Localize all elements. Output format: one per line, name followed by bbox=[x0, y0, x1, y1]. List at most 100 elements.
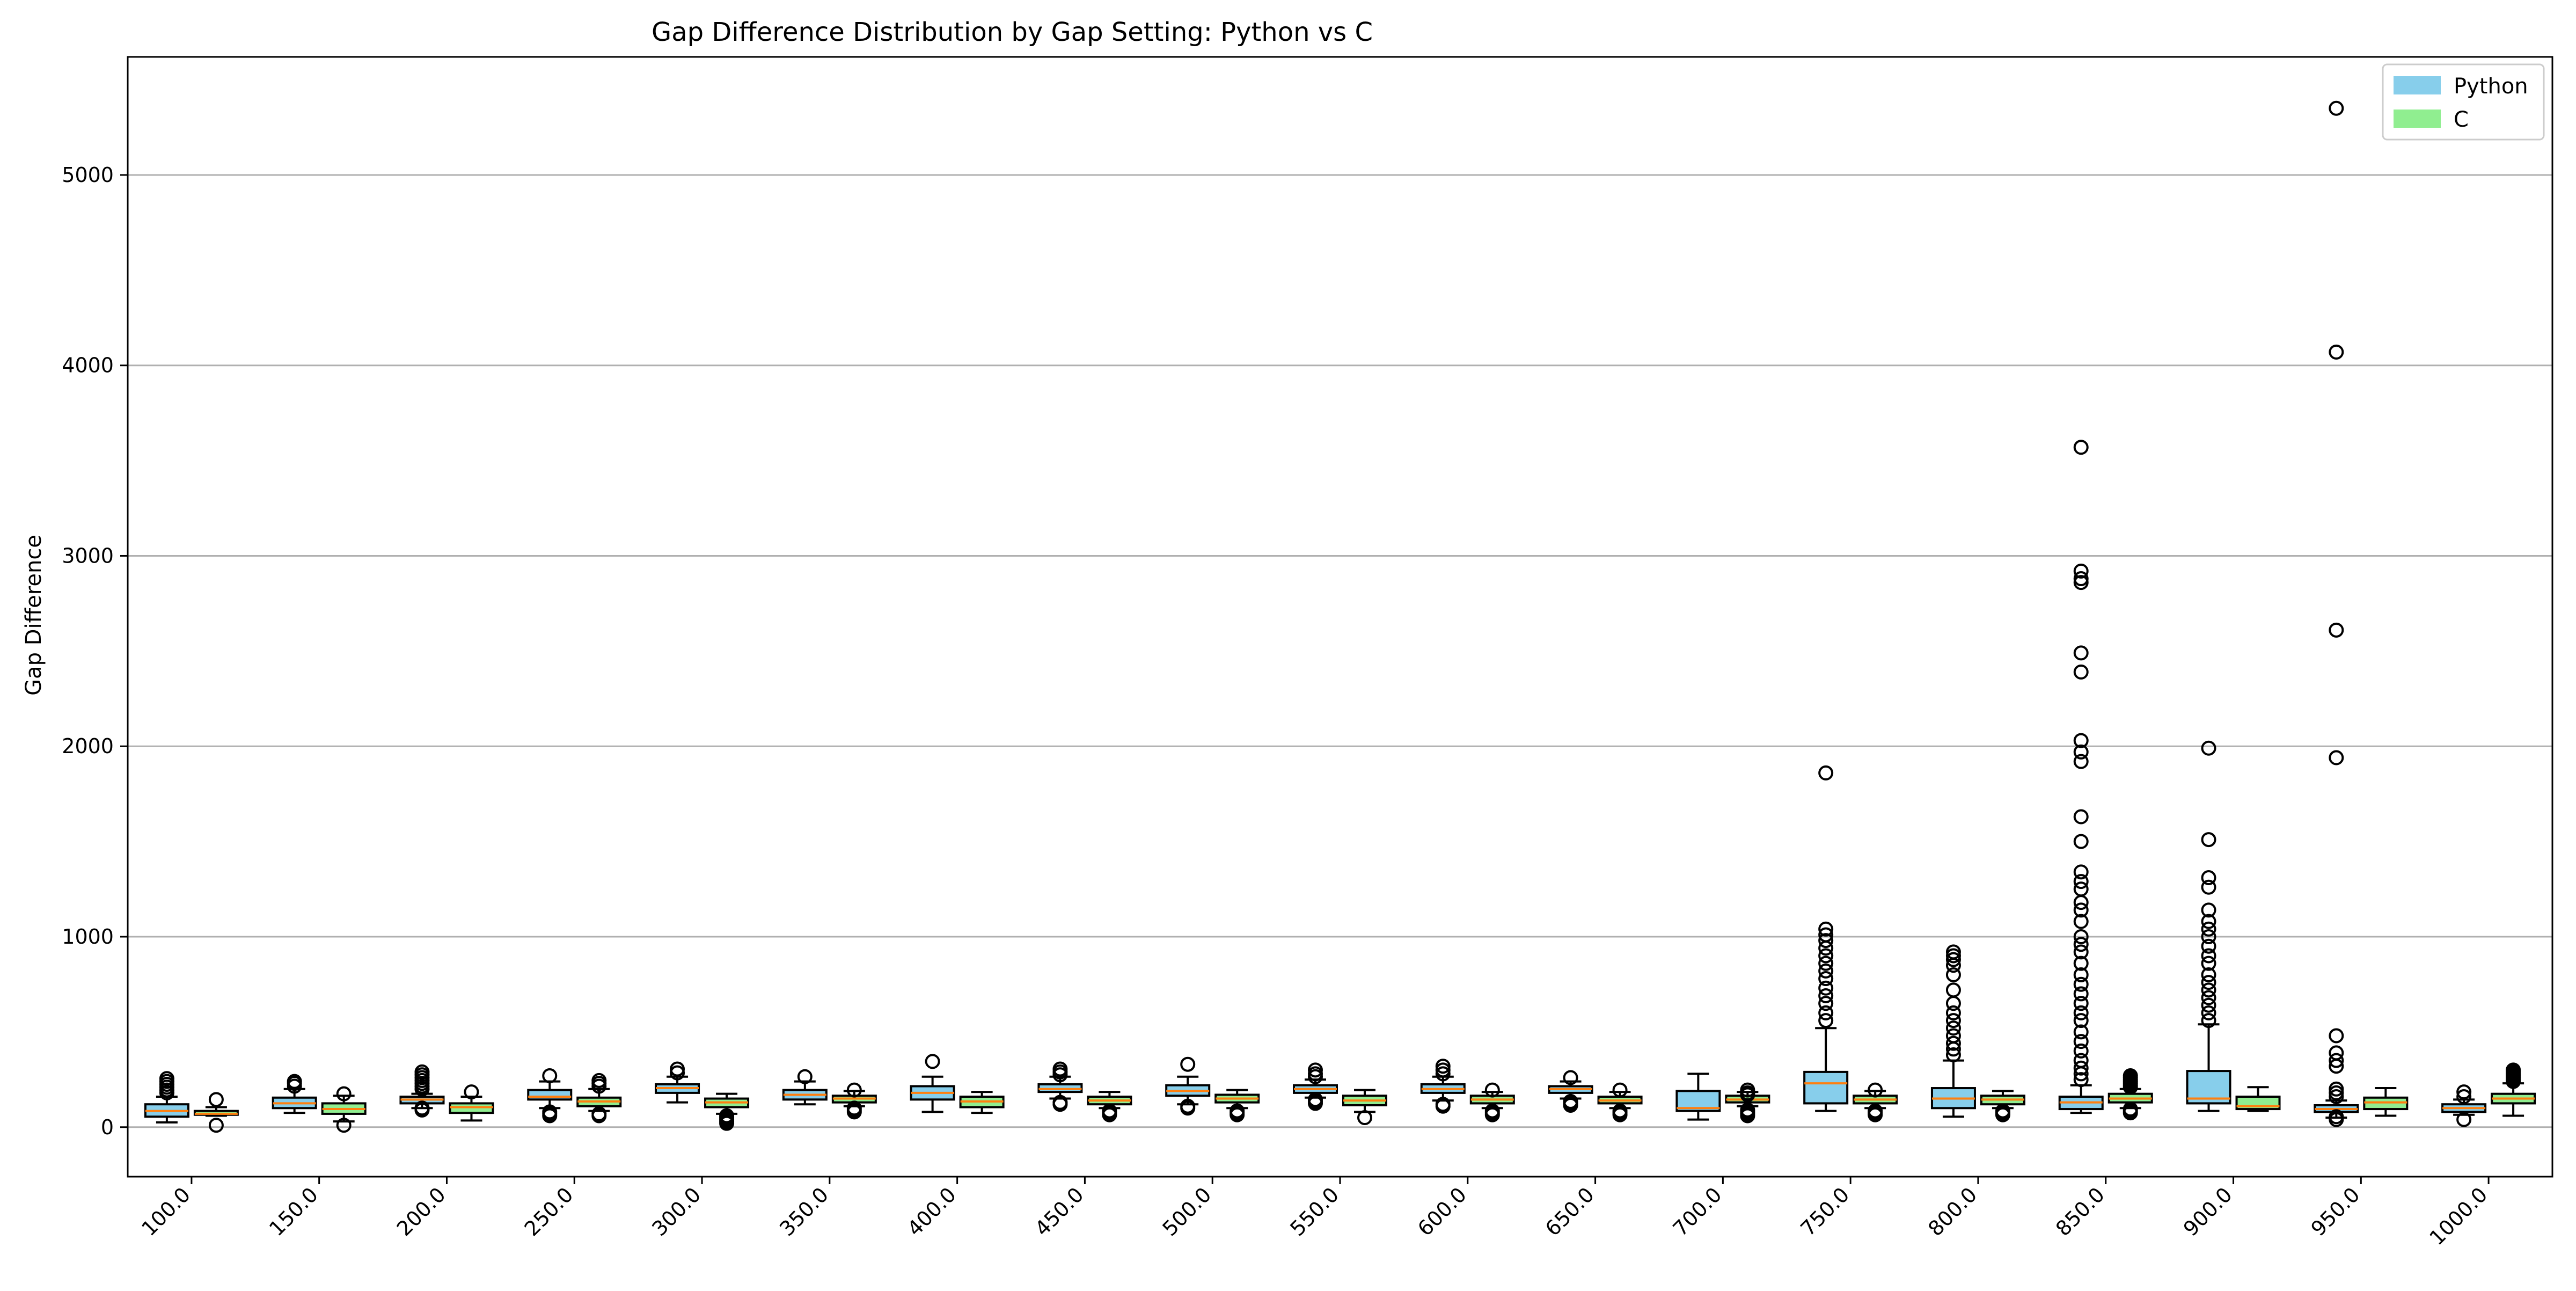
outlier-point bbox=[1052, 1061, 1068, 1077]
outlier-point bbox=[1818, 963, 1834, 979]
y-tick-label: 5000 bbox=[62, 163, 114, 187]
outlier-point bbox=[1180, 1056, 1196, 1072]
outlier-point bbox=[1818, 1005, 1834, 1020]
outlier-point bbox=[2073, 881, 2089, 897]
outlier-point bbox=[1818, 933, 1834, 949]
outlier-point bbox=[159, 1071, 174, 1086]
outlier-point bbox=[1945, 1035, 1961, 1051]
outlier-point bbox=[1818, 1013, 1834, 1029]
outlier-point bbox=[1818, 971, 1834, 987]
legend-swatch-python bbox=[2394, 76, 2441, 94]
outlier-point bbox=[1563, 1070, 1578, 1085]
legend-swatch-c bbox=[2394, 110, 2441, 128]
outlier-point bbox=[2073, 902, 2089, 918]
outlier-point bbox=[2073, 937, 2089, 952]
outlier-point bbox=[2073, 956, 2089, 971]
outlier-point bbox=[1484, 1082, 1500, 1098]
outlier-point bbox=[2201, 938, 2216, 954]
outlier-point bbox=[719, 1108, 735, 1124]
outlier-point bbox=[1818, 948, 1834, 964]
outlier-point bbox=[925, 1054, 940, 1069]
outlier-point bbox=[2073, 929, 2089, 944]
outlier-point bbox=[1818, 921, 1834, 937]
outlier-point bbox=[1818, 996, 1834, 1011]
outlier-point bbox=[2329, 1028, 2344, 1044]
outlier-point bbox=[1612, 1103, 1628, 1119]
outlier-point bbox=[2073, 1072, 2089, 1088]
outlier-point bbox=[846, 1082, 862, 1098]
outlier-point bbox=[797, 1069, 813, 1084]
outlier-point bbox=[846, 1100, 862, 1116]
outlier-point bbox=[2201, 832, 2216, 848]
outlier-point bbox=[2329, 750, 2344, 765]
outlier-point bbox=[1868, 1082, 1883, 1098]
outlier-point bbox=[2456, 1089, 2472, 1104]
outlier-point bbox=[2073, 967, 2089, 982]
outlier-point bbox=[591, 1106, 607, 1121]
outlier-point bbox=[2201, 948, 2216, 964]
outlier-point bbox=[1818, 988, 1834, 1003]
chart-title: Gap Difference Distribution by Gap Setti… bbox=[652, 17, 1373, 47]
outlier-point bbox=[1945, 982, 1961, 998]
outlier-point bbox=[2329, 622, 2344, 638]
outlier-point bbox=[2201, 902, 2216, 918]
outlier-point bbox=[2073, 571, 2089, 587]
outlier-point bbox=[542, 1104, 558, 1120]
grid-lines bbox=[128, 174, 2552, 1128]
outlier-point bbox=[2329, 100, 2344, 116]
outlier-point bbox=[1357, 1110, 1372, 1126]
y-tick-label: 1000 bbox=[62, 925, 114, 949]
legend-label-c: C bbox=[2454, 107, 2469, 132]
outlier-point bbox=[1484, 1103, 1500, 1119]
outlier-point bbox=[2073, 874, 2089, 889]
outlier-point bbox=[2073, 914, 2089, 929]
outlier-point bbox=[1818, 927, 1834, 943]
plot-frame bbox=[127, 56, 2553, 1178]
outlier-point bbox=[2073, 754, 2089, 769]
outlier-point bbox=[1945, 1028, 1961, 1044]
outlier-point bbox=[2329, 1053, 2344, 1068]
outlier-point bbox=[591, 1073, 607, 1088]
outlier-point bbox=[1818, 956, 1834, 971]
outlier-point bbox=[336, 1086, 352, 1102]
outlier-point bbox=[2201, 975, 2216, 990]
outlier-point bbox=[336, 1118, 352, 1133]
outlier-point bbox=[670, 1061, 685, 1077]
outlier-point bbox=[2201, 967, 2216, 982]
outlier-point bbox=[1052, 1095, 1068, 1110]
box-series bbox=[144, 100, 2536, 1133]
outlier-point bbox=[2506, 1062, 2521, 1078]
outlier-point bbox=[2201, 956, 2216, 971]
outlier-point bbox=[2201, 914, 2216, 929]
outlier-point bbox=[2073, 996, 2089, 1011]
outlier-point bbox=[2073, 1053, 2089, 1068]
outlier-point bbox=[2456, 1112, 2472, 1127]
outlier-point bbox=[2201, 921, 2216, 937]
outlier-point bbox=[2073, 1034, 2089, 1049]
outlier-point bbox=[208, 1118, 224, 1133]
outlier-point bbox=[2329, 1081, 2344, 1097]
outlier-point bbox=[2073, 1043, 2089, 1059]
outlier-point bbox=[2073, 864, 2089, 880]
outlier-point bbox=[1945, 944, 1961, 960]
outlier-point bbox=[1945, 1013, 1961, 1029]
legend-label-python: Python bbox=[2454, 74, 2528, 99]
outlier-point bbox=[414, 1064, 430, 1080]
outlier-point bbox=[1612, 1082, 1628, 1098]
outlier-point bbox=[2329, 1045, 2344, 1061]
y-tick-label: 0 bbox=[101, 1115, 114, 1139]
outlier-point bbox=[2073, 664, 2089, 680]
outlier-point bbox=[2201, 982, 2216, 998]
outlier-point bbox=[1945, 1047, 1961, 1062]
outlier-point bbox=[1563, 1093, 1578, 1109]
outlier-point bbox=[2073, 809, 2089, 825]
outlier-point bbox=[287, 1074, 302, 1089]
outlier-point bbox=[414, 1100, 430, 1116]
outlier-point bbox=[1435, 1097, 1451, 1112]
outlier-point bbox=[1230, 1103, 1245, 1119]
outlier-point bbox=[1740, 1102, 1755, 1118]
outlier-point bbox=[1945, 967, 1961, 982]
outlier-point bbox=[2201, 1005, 2216, 1020]
